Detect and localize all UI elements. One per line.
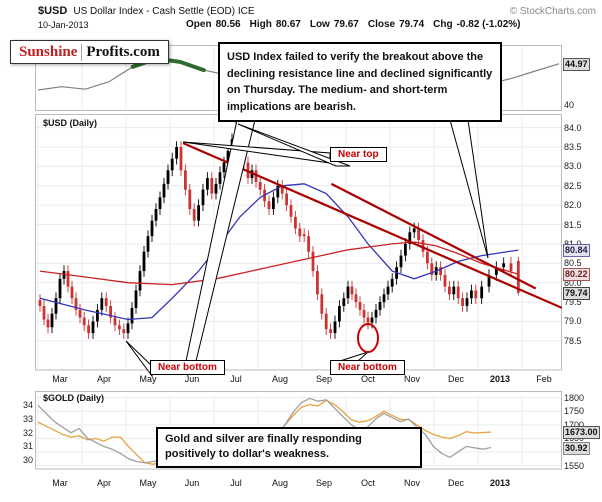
month-label: Apr [96, 478, 111, 488]
ohlc-label: Close [367, 19, 396, 30]
month-label: Aug [271, 478, 288, 488]
ohlc-label: Open [186, 19, 212, 30]
logo-part-profits: Profits.com [86, 43, 160, 60]
sunshine-profits-logo[interactable]: Sunshine Profits.com [10, 40, 169, 64]
month-label: Jun [184, 478, 200, 488]
month-label: Aug [271, 374, 288, 384]
mini-axis-tick: 40 [564, 99, 575, 110]
month-label: Mar [52, 374, 68, 384]
silver-axis-tick: 32 [22, 427, 33, 438]
price-value-box: 79.74 [563, 286, 590, 300]
price-axis-tick: 79.0 [564, 316, 582, 327]
ohlc-label: High [249, 19, 272, 30]
ohlc-value: 80.56 [215, 19, 241, 30]
month-label: Feb [536, 374, 552, 384]
month-label: May [139, 478, 157, 488]
gold-value-box: 30.92 [563, 441, 590, 455]
month-label: Sep [315, 374, 332, 384]
ohlc-value: 80.67 [275, 19, 301, 30]
month-label: Oct [360, 374, 375, 384]
stockcharts-credit-link[interactable]: © StockCharts.com [509, 6, 596, 17]
silver-axis-tick: 30 [22, 455, 33, 466]
gold-commentary-callout: Gold and silver are finally responding p… [156, 427, 422, 468]
usd-panel-label: $USD (Daily) [43, 118, 98, 128]
gold-axis-tick: 1700 [564, 419, 585, 430]
silver-axis-tick: 33 [22, 414, 33, 424]
mini-last-value-box: 44.97 [563, 57, 590, 71]
month-label: Mar [52, 478, 68, 488]
near-top-label: Near top [330, 147, 387, 162]
month-label: Sep [315, 478, 332, 488]
chart-header: $USD US Dollar Index - Cash Settle (EOD) … [38, 5, 255, 17]
month-label: Jul [230, 374, 242, 384]
usd-daily-candlestick-chart [35, 114, 562, 371]
right-axis-labels: 4044.9784.083.583.082.582.081.581.080.58… [563, 0, 602, 502]
price-axis-tick: 81.5 [564, 219, 582, 230]
month-label: May [139, 374, 157, 384]
ohlc-row: Open 80.56 High 80.67 Low 79.67 Close 79.74 Chg -… [186, 19, 530, 30]
month-label: Jun [184, 374, 200, 384]
price-axis-tick: 79.5 [564, 297, 582, 308]
price-value-box: 80.84 [563, 244, 590, 258]
silver-axis-tick: 31 [22, 441, 33, 452]
gold-axis-tick: 1550 [564, 460, 585, 471]
logo-part-sunshine: Sunshine [19, 43, 83, 61]
chart-title: US Dollar Index - Cash Settle (EOD) ICE [73, 6, 255, 17]
price-axis-tick: 84.0 [564, 122, 582, 133]
near-bottom-left-label: Near bottom [150, 360, 225, 375]
month-label: Jul [230, 478, 242, 488]
usd-month-axis: Mar Apr May Jun Jul Aug Sep Oct Nov Dec 2013 Feb [0, 374, 602, 385]
silver-axis-tick: 34 [22, 400, 33, 411]
price-axis-tick: 81.0 [564, 239, 582, 249]
ohlc-label: Low [309, 19, 330, 30]
month-label: Apr [96, 374, 111, 384]
ohlc-value: -0.82 (-1.02%) [456, 19, 521, 30]
month-label: Nov [403, 374, 420, 384]
month-label: 2013 [489, 478, 511, 488]
price-axis-tick: 78.5 [564, 335, 582, 346]
month-label: Dec [447, 374, 464, 384]
price-value-box: 80.22 [563, 268, 590, 282]
near-bottom-right-label: Near bottom [330, 360, 405, 375]
left-axis-labels: 34 33 32 31 30 [12, 0, 33, 502]
month-label: Oct [360, 478, 375, 488]
chart-date: 10-Jan-2013 [38, 20, 89, 30]
price-axis-tick: 82.0 [564, 200, 582, 211]
price-axis-tick: 83.5 [564, 142, 582, 152]
price-axis-tick: 80.5 [564, 258, 582, 269]
month-label: Nov [403, 478, 420, 488]
month-label: 2013 [489, 374, 511, 384]
gold-month-axis: Mar Apr May Jun Jul Aug Sep Oct Nov Dec 2013 [0, 478, 602, 489]
gold-value-box: 1673.00 [563, 426, 600, 440]
ohlc-value: 79.74 [399, 19, 425, 30]
gold-panel-label: $GOLD (Daily) [43, 393, 105, 403]
ohlc-label: Chg [433, 19, 453, 30]
price-axis-tick: 80.0 [564, 277, 582, 288]
price-axis-tick: 83.0 [564, 161, 582, 172]
month-label: Dec [447, 478, 464, 488]
ohlc-value: 79.67 [333, 19, 359, 30]
ticker-symbol: $USD [38, 5, 68, 17]
gold-axis-tick: 1750 [564, 406, 585, 417]
gold-axis-tick: 1800 [564, 392, 585, 403]
price-axis-tick: 82.5 [564, 180, 582, 191]
main-commentary-callout: USD Index failed to verify the breakout … [218, 42, 502, 122]
